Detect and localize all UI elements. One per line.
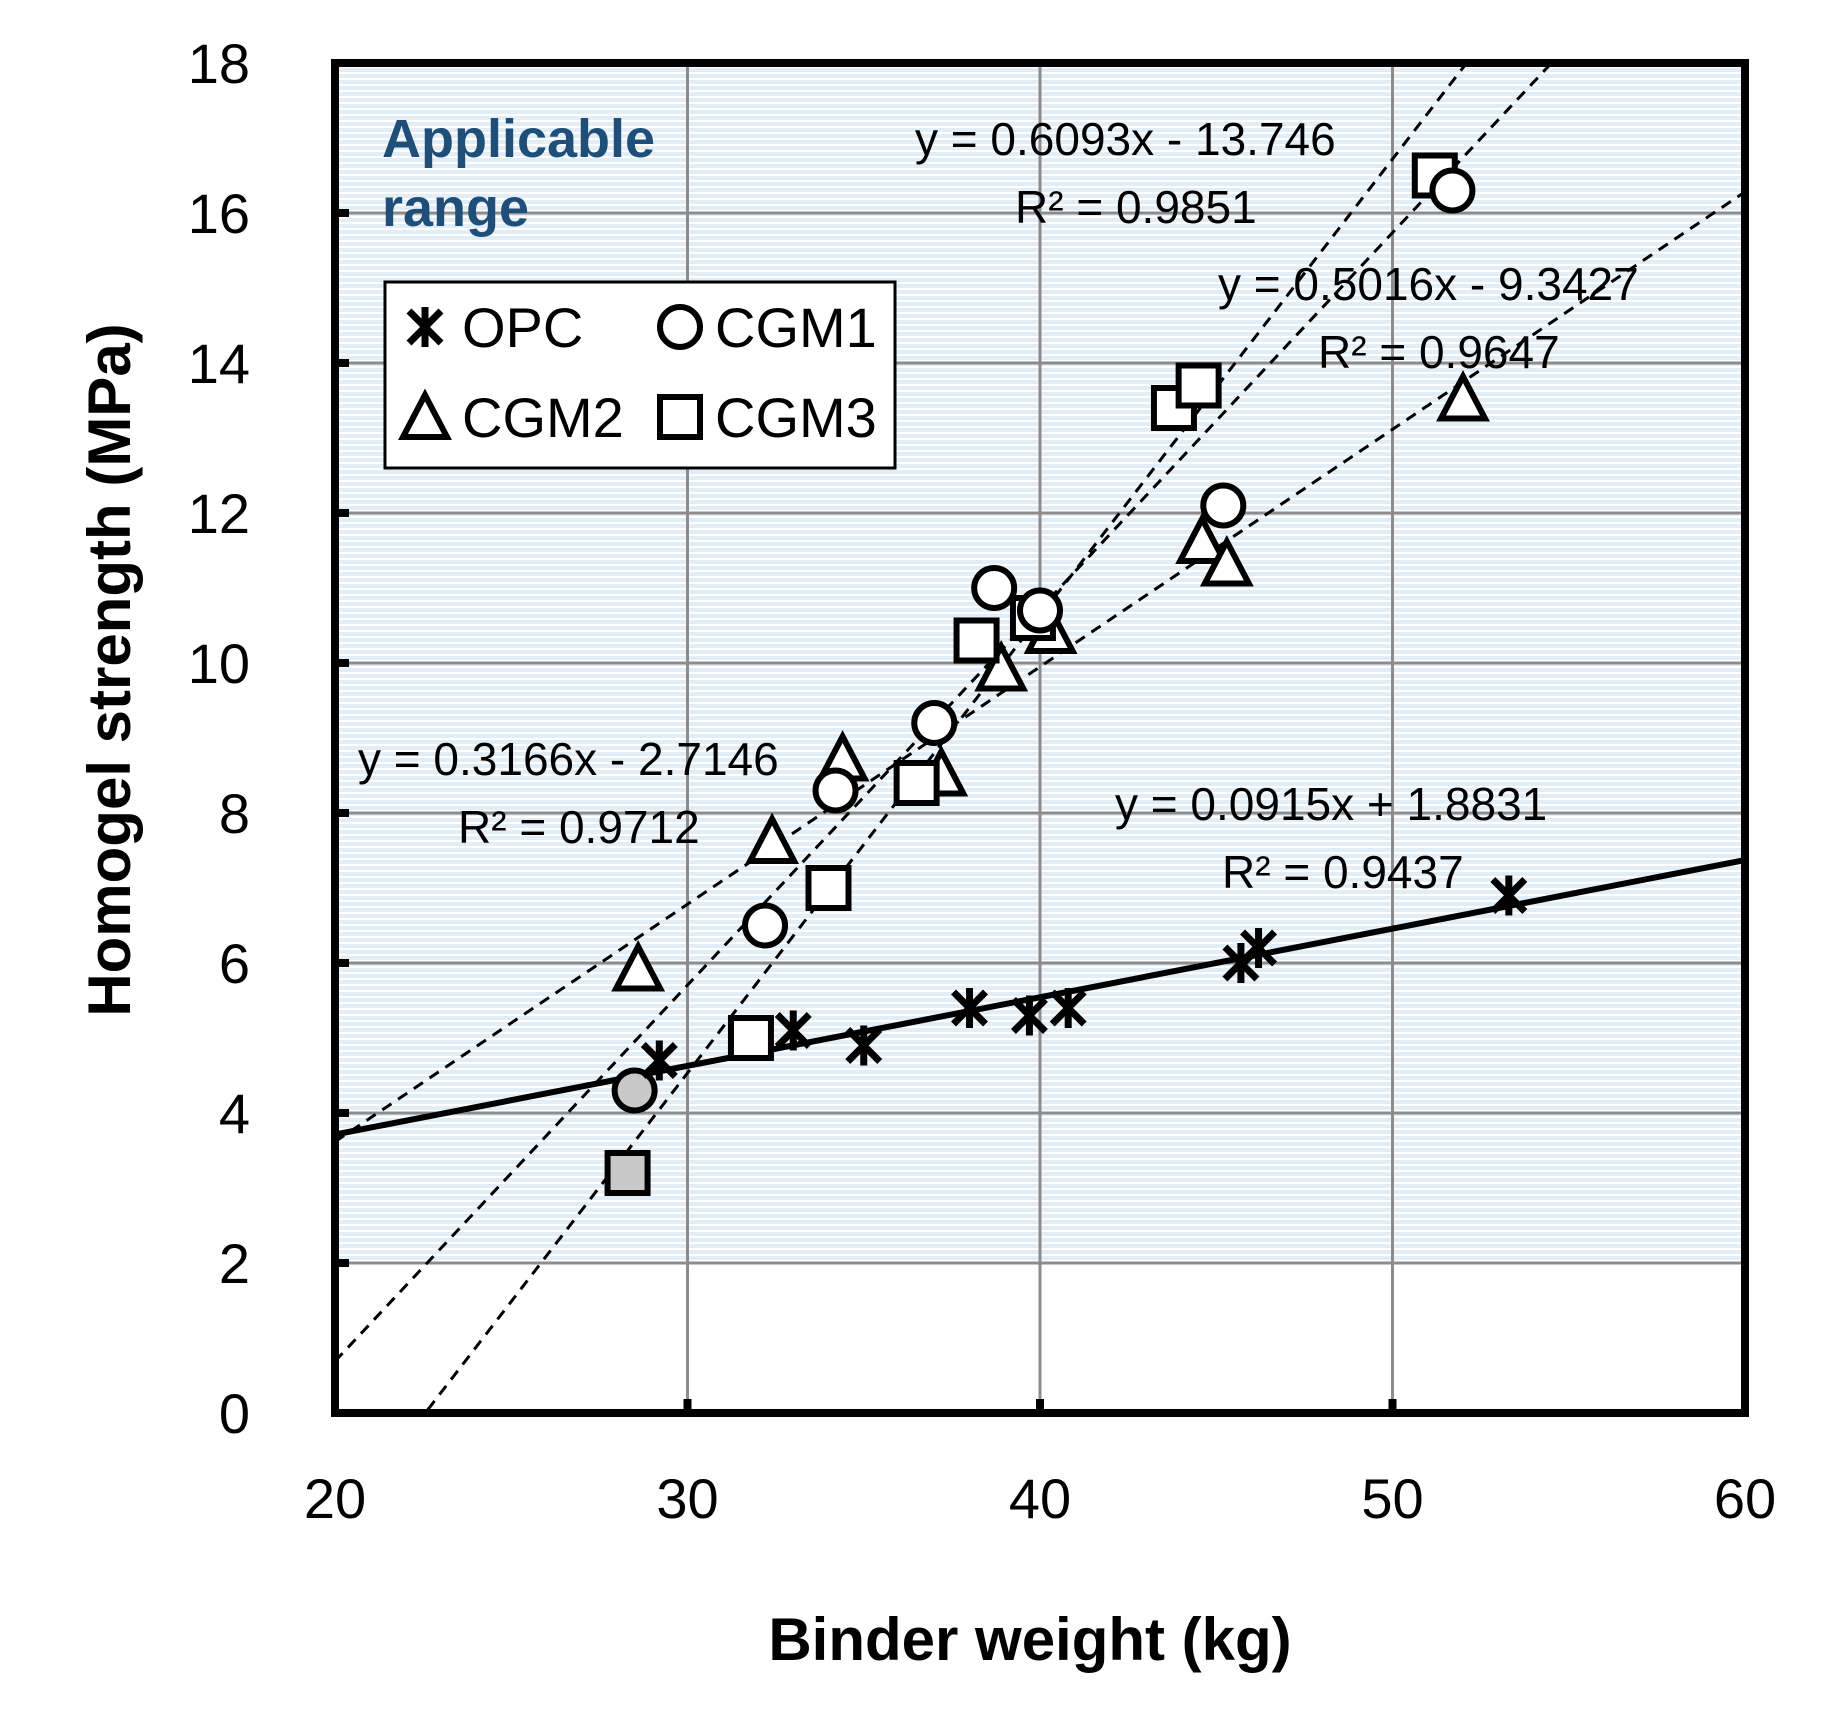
y-tick-label-8: 8 xyxy=(219,782,250,845)
y-tick-label-14: 14 xyxy=(188,332,250,395)
y-tick-label-18: 18 xyxy=(188,32,250,95)
point-cgm1-6 xyxy=(1429,167,1476,214)
x-tick-label-40: 40 xyxy=(1009,1467,1071,1530)
axis-ticks xyxy=(331,59,1749,1417)
legend-icon-cgm3 xyxy=(657,394,703,440)
point-cgm3-2 xyxy=(893,760,940,806)
y-tick-label-0: 0 xyxy=(219,1382,250,1445)
legend-label-opc: OPC xyxy=(462,296,583,359)
legend-box xyxy=(383,280,897,470)
point-cgm1-4 xyxy=(1017,587,1063,634)
y-axis-title: Homogel strength (MPa) xyxy=(76,323,143,1016)
legend: OPC CGM1 CGM2 CGM3 xyxy=(383,280,897,470)
point-cgm1-5 xyxy=(1200,482,1247,529)
point-cgm1-1 xyxy=(812,767,859,814)
x-tick-label-20: 20 xyxy=(304,1467,366,1530)
legend-icon-opc-stroke xyxy=(406,308,444,346)
point-opc-4 xyxy=(1010,995,1048,1036)
point-cgm1-gray-0 xyxy=(611,1067,658,1114)
point-opc-8-stroke xyxy=(1490,877,1528,914)
equation-cgm3: y = 0.6093x - 13.746 xyxy=(915,113,1336,165)
point-cgm2-1 xyxy=(745,812,800,864)
legend-label-cgm2: CGM2 xyxy=(462,386,624,449)
legend-label-cgm3: CGM3 xyxy=(715,386,877,449)
point-opc-2 xyxy=(845,1025,883,1066)
tick-labels: 20 30 40 50 60 0 2 4 6 8 10 12 14 16 18 xyxy=(188,32,1776,1530)
point-cgm2-8 xyxy=(1436,370,1490,422)
point-cgm1-3 xyxy=(971,565,1018,611)
point-cgm3-6 xyxy=(1175,362,1222,409)
point-cgm2-0 xyxy=(611,940,666,992)
y-tick-label-16: 16 xyxy=(188,182,250,245)
point-opc-5 xyxy=(1049,988,1087,1028)
point-cgm3-gray-0 xyxy=(604,1150,651,1196)
point-opc-3-stroke xyxy=(951,989,988,1027)
point-opc-1 xyxy=(774,1010,812,1051)
equation-opc: y = 0.0915x + 1.8831 xyxy=(1115,778,1547,830)
point-cgm3-0 xyxy=(727,1015,774,1061)
data-points xyxy=(604,152,1528,1196)
point-cgm1-2 xyxy=(911,700,958,746)
point-opc-5-stroke xyxy=(1049,989,1087,1027)
point-cgm3-1 xyxy=(805,865,852,911)
y-tick-label-4: 4 xyxy=(219,1082,250,1145)
r2-cgm3: R² = 0.9851 xyxy=(1015,181,1257,233)
point-cgm3-3 xyxy=(953,617,1000,664)
x-tick-label-30: 30 xyxy=(656,1467,718,1530)
point-opc-2-stroke xyxy=(845,1027,883,1064)
x-tick-label-50: 50 xyxy=(1361,1467,1423,1530)
legend-marker-opc xyxy=(406,307,444,347)
legend-marker-cgm3 xyxy=(657,394,703,440)
point-opc-0-stroke xyxy=(640,1042,678,1079)
point-opc-1-stroke xyxy=(774,1012,812,1049)
point-cgm2-6 xyxy=(1175,512,1230,564)
legend-icon-opc xyxy=(406,307,444,347)
trendline-cgm3 xyxy=(423,63,1469,1413)
applicable-range-label-line2: range xyxy=(382,178,529,238)
r2-cgm2: R² = 0.9712 xyxy=(458,801,700,853)
y-tick-label-10: 10 xyxy=(188,632,250,695)
point-opc-7-stroke xyxy=(1240,929,1278,967)
legend-marker-cgm2 xyxy=(398,388,452,440)
y-tick-label-2: 2 xyxy=(219,1232,250,1295)
trendline-cgm2 xyxy=(335,190,1745,1143)
point-cgm2-4 xyxy=(974,640,1029,692)
legend-label-cgm1: CGM1 xyxy=(715,296,877,359)
applicable-range-label-line1: Applicable xyxy=(382,109,655,169)
y-tick-label-12: 12 xyxy=(188,482,250,545)
point-opc-3 xyxy=(951,988,988,1028)
point-opc-4-stroke xyxy=(1010,997,1048,1034)
point-opc-7 xyxy=(1240,928,1278,968)
equation-cgm2: y = 0.3166x - 2.7146 xyxy=(358,733,779,785)
x-axis-title: Binder weight (kg) xyxy=(768,1606,1291,1673)
legend-icon-cgm2 xyxy=(398,388,452,440)
y-tick-label-6: 6 xyxy=(219,932,250,995)
r2-opc: R² = 0.9437 xyxy=(1222,846,1464,898)
legend-marker-cgm1 xyxy=(657,304,703,350)
legend-icon-cgm1 xyxy=(657,304,703,350)
equation-cgm1: y = 0.5016x - 9.3427 xyxy=(1218,258,1639,310)
r2-cgm1: R² = 0.9647 xyxy=(1318,326,1560,378)
point-opc-8 xyxy=(1490,875,1528,916)
point-opc-0 xyxy=(640,1040,678,1081)
x-tick-label-60: 60 xyxy=(1714,1467,1776,1530)
point-cgm1-0 xyxy=(742,902,789,949)
point-cgm2-7 xyxy=(1199,535,1254,587)
